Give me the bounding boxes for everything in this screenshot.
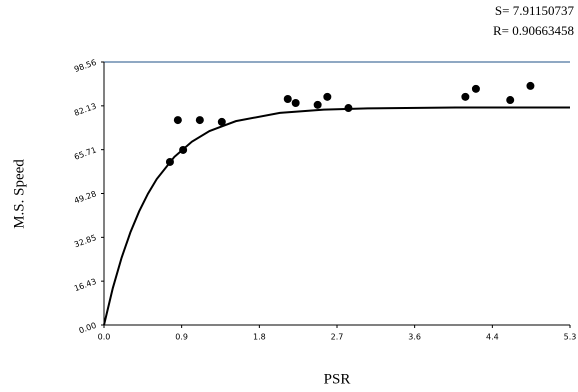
y-tick-label: 32.85 <box>73 233 98 249</box>
y-tick-label: 82.13 <box>73 102 98 118</box>
data-point <box>313 100 322 109</box>
x-axis-label: PSR <box>324 371 351 387</box>
y-tick-label: 65.71 <box>73 145 98 161</box>
y-tick-label: 16.43 <box>73 277 98 293</box>
x-tick-label: 4.4 <box>486 333 499 342</box>
x-tick-label: 1.8 <box>253 333 266 342</box>
data-point <box>283 94 292 103</box>
x-tick-label: 0.9 <box>175 333 188 342</box>
y-axis-label: M.S. Speed <box>11 159 27 229</box>
data-point <box>217 117 226 126</box>
x-tick-label: 2.7 <box>331 333 344 342</box>
data-point <box>179 145 188 154</box>
data-point <box>323 92 332 101</box>
data-point <box>344 104 353 113</box>
data-point <box>471 84 480 93</box>
y-tick-label: 0.00 <box>78 321 98 336</box>
data-point <box>173 116 182 125</box>
y-tick-label: 98.56 <box>73 58 98 74</box>
data-point <box>165 157 174 166</box>
data-point <box>461 92 470 101</box>
data-point <box>195 116 204 125</box>
x-tick-label: 0.0 <box>98 333 111 342</box>
annotation: R= 0.90663458 <box>493 23 574 38</box>
data-point <box>506 96 515 105</box>
x-tick-label: 3.6 <box>408 333 421 342</box>
fit-curve <box>103 106 570 326</box>
y-tick-label: 49.28 <box>73 189 98 205</box>
x-tick-label: 5.3 <box>564 333 577 342</box>
data-point <box>291 98 300 107</box>
data-point <box>526 81 535 90</box>
annotation: S= 7.91150737 <box>495 3 575 18</box>
